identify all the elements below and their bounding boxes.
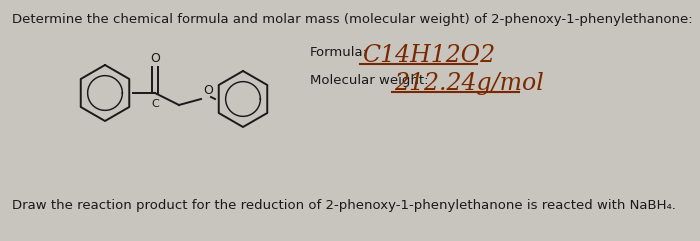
Text: Determine the chemical formula and molar mass (molecular weight) of 2-phenoxy-1-: Determine the chemical formula and molar… (12, 13, 692, 26)
Text: Formula:: Formula: (310, 46, 368, 59)
Text: 212.24g/mol: 212.24g/mol (394, 72, 544, 95)
Text: C: C (151, 99, 159, 109)
Text: Draw the reaction product for the reduction of 2-phenoxy-1-phenylethanone is rea: Draw the reaction product for the reduct… (12, 199, 676, 212)
Text: O: O (203, 84, 213, 97)
Text: O: O (150, 52, 160, 65)
Text: Molecular weight:: Molecular weight: (310, 74, 428, 87)
Text: C14H12O2: C14H12O2 (362, 44, 495, 67)
